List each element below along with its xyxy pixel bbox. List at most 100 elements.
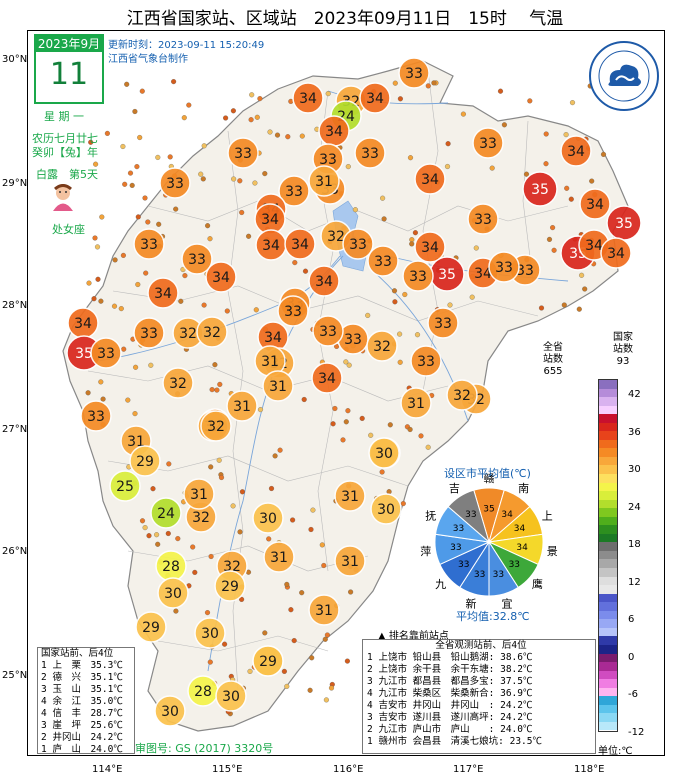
station-marker[interactable]: 33 bbox=[133, 228, 165, 260]
colorbar-swatch bbox=[599, 448, 617, 457]
station-marker[interactable]: 29 bbox=[214, 570, 246, 602]
small-station-dot bbox=[527, 98, 533, 104]
station-marker[interactable]: 33 bbox=[277, 295, 309, 327]
station-marker[interactable]: 34 bbox=[67, 307, 99, 339]
station-marker[interactable]: 33 bbox=[367, 245, 399, 277]
lat-label-26: 26°N bbox=[2, 546, 28, 557]
station-marker[interactable]: 31 bbox=[262, 370, 294, 402]
small-station-dot bbox=[156, 221, 162, 227]
station-circle bbox=[215, 680, 247, 712]
station-marker[interactable]: 24 bbox=[150, 497, 182, 529]
station-value: 34 bbox=[264, 330, 282, 346]
station-marker[interactable]: 34 bbox=[254, 203, 286, 235]
station-marker[interactable]: 34 bbox=[147, 277, 179, 309]
national-top-row: 2 德 兴 35.1℃ bbox=[41, 672, 123, 683]
lat-label-29: 29°N bbox=[2, 178, 28, 189]
station-marker[interactable]: 33 bbox=[467, 203, 499, 235]
station-marker[interactable]: 31 bbox=[226, 390, 258, 422]
station-marker[interactable]: 31 bbox=[254, 345, 286, 377]
station-circle bbox=[414, 163, 446, 195]
station-marker[interactable]: 35 bbox=[66, 335, 102, 371]
station-marker[interactable]: 30 bbox=[157, 577, 189, 609]
station-marker[interactable]: 33 bbox=[133, 317, 165, 349]
small-station-dot bbox=[568, 196, 574, 202]
station-marker[interactable]: 31 bbox=[400, 387, 432, 419]
station-marker[interactable]: 34 bbox=[257, 321, 289, 353]
station-marker[interactable]: 34 bbox=[560, 135, 592, 167]
station-marker[interactable]: 30 bbox=[215, 680, 247, 712]
station-marker[interactable]: 34 bbox=[579, 188, 611, 220]
station-marker[interactable]: 25 bbox=[109, 470, 141, 502]
small-station-dot bbox=[322, 636, 328, 642]
station-marker[interactable]: 31 bbox=[263, 541, 295, 573]
station-marker[interactable]: 35 bbox=[522, 171, 558, 207]
station-value: 34 bbox=[299, 91, 317, 107]
station-marker[interactable]: 33 bbox=[278, 175, 310, 207]
station-marker[interactable]: 30 bbox=[370, 493, 402, 525]
station-marker[interactable]: 34 bbox=[414, 163, 446, 195]
station-marker[interactable]: 31 bbox=[334, 545, 366, 577]
station-marker[interactable]: 33 bbox=[472, 127, 504, 159]
station-marker[interactable]: 31 bbox=[308, 594, 340, 626]
small-station-dot bbox=[192, 569, 198, 575]
station-marker[interactable]: 31 bbox=[334, 480, 366, 512]
colorbar-tick-label: -6 bbox=[628, 689, 638, 700]
station-marker[interactable]: 28 bbox=[187, 675, 219, 707]
update-time: 更新时刻：2023-09-11 15:20:49 bbox=[108, 40, 265, 51]
station-marker[interactable]: 32 bbox=[196, 316, 228, 348]
station-circle bbox=[196, 316, 228, 348]
station-marker[interactable]: 33 bbox=[354, 137, 386, 169]
station-marker[interactable]: 32 bbox=[162, 367, 194, 399]
station-marker[interactable]: 34 bbox=[205, 261, 237, 293]
station-marker[interactable]: 33 bbox=[410, 345, 442, 377]
station-marker[interactable]: 33 bbox=[181, 243, 213, 275]
station-marker[interactable]: 34 bbox=[292, 82, 324, 114]
station-marker[interactable]: 30 bbox=[194, 617, 226, 649]
station-circle bbox=[227, 137, 259, 169]
station-marker[interactable]: 32 bbox=[200, 410, 232, 442]
small-station-dot bbox=[167, 154, 173, 160]
station-marker[interactable]: 32 bbox=[366, 330, 398, 362]
station-marker[interactable]: 34 bbox=[318, 115, 350, 147]
station-marker[interactable]: 29 bbox=[135, 611, 167, 643]
station-marker[interactable]: 34 bbox=[414, 231, 446, 263]
station-marker[interactable]: 34 bbox=[308, 265, 340, 297]
temperature-colorbar bbox=[598, 379, 618, 732]
station-marker[interactable]: 32 bbox=[185, 501, 217, 533]
station-marker[interactable]: 30 bbox=[368, 437, 400, 469]
station-marker[interactable]: 34 bbox=[311, 362, 343, 394]
station-marker[interactable]: 33 bbox=[342, 228, 374, 260]
station-marker[interactable]: 35 bbox=[429, 256, 465, 292]
station-marker[interactable]: 35 bbox=[606, 205, 642, 241]
station-marker[interactable]: 31 bbox=[308, 165, 340, 197]
station-marker[interactable]: 31 bbox=[183, 478, 215, 510]
station-value: 28 bbox=[162, 559, 180, 575]
station-marker[interactable]: 30 bbox=[252, 502, 284, 534]
station-value: 33 bbox=[140, 326, 158, 342]
station-marker[interactable]: 33 bbox=[227, 137, 259, 169]
station-marker[interactable]: 33 bbox=[427, 307, 459, 339]
station-marker[interactable]: 28 bbox=[155, 550, 187, 582]
station-marker[interactable]: 34 bbox=[284, 228, 316, 260]
station-marker[interactable]: 33 bbox=[398, 57, 430, 89]
station-marker[interactable]: 34 bbox=[359, 82, 391, 114]
station-marker[interactable]: 29 bbox=[252, 645, 284, 677]
station-marker[interactable]: 33 bbox=[337, 323, 369, 355]
station-marker[interactable]: 34 bbox=[255, 229, 287, 261]
station-value: 30 bbox=[201, 626, 219, 642]
station-value: 32 bbox=[327, 229, 345, 245]
station-marker[interactable]: 33 bbox=[488, 251, 520, 283]
station-marker[interactable]: 32 bbox=[446, 379, 478, 411]
colorbar-swatch bbox=[599, 456, 617, 466]
map-frame[interactable]: 3334323424343333333334333331343334353435… bbox=[27, 30, 665, 756]
station-marker[interactable]: 33 bbox=[90, 337, 122, 369]
station-marker[interactable]: 33 bbox=[80, 400, 112, 432]
station-marker[interactable]: 34 bbox=[600, 237, 632, 269]
station-marker[interactable]: 33 bbox=[159, 167, 191, 199]
station-marker[interactable]: 33 bbox=[312, 315, 344, 347]
station-marker[interactable]: 30 bbox=[154, 695, 186, 727]
station-value: 35 bbox=[75, 346, 93, 362]
station-marker[interactable]: 29 bbox=[129, 445, 161, 477]
station-marker[interactable]: 33 bbox=[402, 260, 434, 292]
station-circle bbox=[80, 400, 112, 432]
